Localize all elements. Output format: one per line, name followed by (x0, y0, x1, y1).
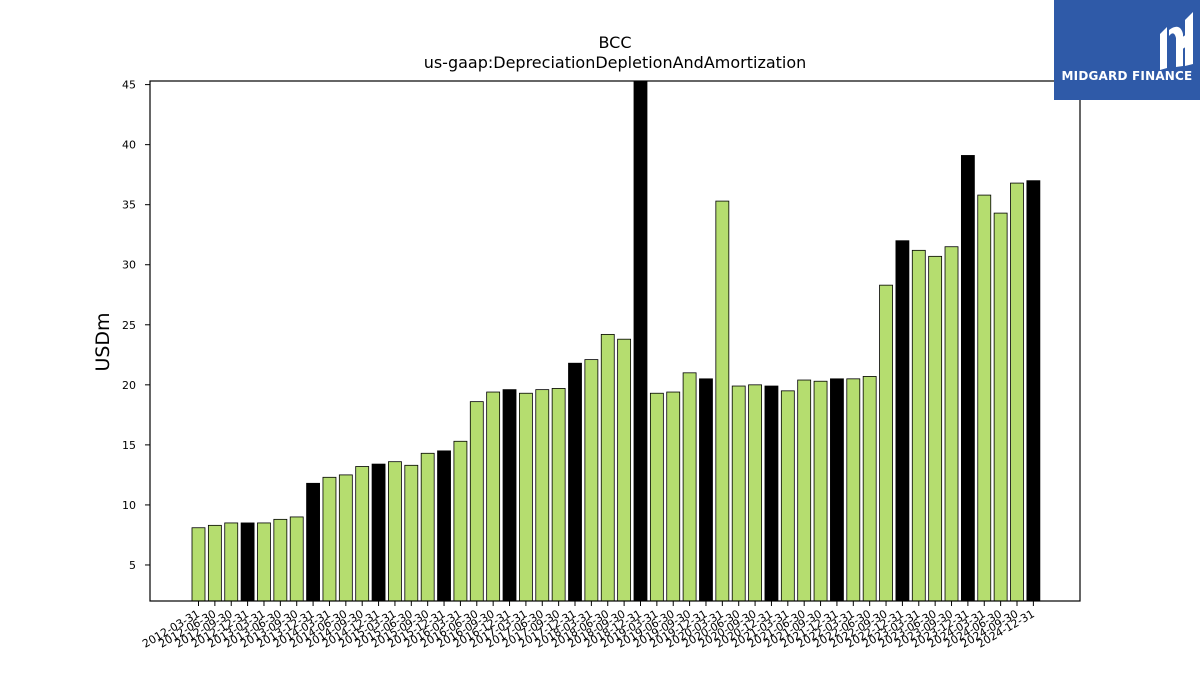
bar-2013-03-31 (257, 522, 271, 602)
bar-2012-09-30 (224, 522, 239, 602)
chart-title: BCC (598, 33, 631, 52)
bar-2023-09-30 (944, 246, 959, 602)
bar-2015-09-30 (420, 452, 435, 602)
bar-2023-03-31 (911, 249, 926, 602)
bar-2018-12-31 (633, 80, 648, 602)
y-axis-ticks: 5 10 15 20 25 30 35 40 45 (122, 79, 150, 572)
bar-2021-09-30 (813, 380, 828, 602)
midgard-logo-icon (1160, 12, 1193, 70)
chart-subtitle: us-gaap:DepreciationDepletionAndAmortiza… (424, 53, 807, 72)
bar-2019-12-31 (699, 378, 713, 602)
bar-2020-06-30 (731, 385, 746, 602)
bar-2015-06-30 (404, 464, 419, 602)
bar-2024-03-31 (977, 194, 992, 602)
x-axis-ticks: 2012-03-312012-06-302012-09-302012-12-31… (140, 601, 1037, 651)
bar-2013-06-30 (273, 518, 288, 602)
y-tick-label: 35 (122, 199, 136, 212)
bar-2024-09-30 (1010, 182, 1024, 602)
bar-2020-03-31 (715, 200, 730, 602)
bar-2013-12-31 (306, 482, 320, 602)
plot-frame (149, 80, 1081, 602)
bar-2017-12-31 (568, 362, 582, 602)
bar-2019-03-31 (649, 392, 664, 602)
bar-2017-06-30 (535, 389, 550, 602)
bar-2012-12-31 (240, 522, 255, 602)
bar-2017-03-31 (519, 392, 533, 602)
y-tick-label: 20 (122, 379, 136, 392)
bar-2022-09-30 (879, 284, 893, 602)
y-tick-label: 30 (122, 259, 136, 272)
y-tick-label: 15 (122, 439, 136, 452)
y-axis-label: USDm (92, 312, 114, 371)
bar-2014-06-30 (338, 474, 353, 602)
bar-2015-03-31 (388, 461, 402, 602)
bar-2018-06-30 (600, 333, 615, 602)
bar-2018-03-31 (584, 359, 599, 602)
bar-2023-06-30 (928, 255, 943, 602)
bar-2012-03-31 (191, 527, 206, 602)
bar-2021-06-30 (797, 379, 812, 602)
brand-name: MIDGARD FINANCE (1061, 69, 1193, 83)
bar-2016-12-31 (502, 389, 517, 602)
brand-logo: MIDGARD FINANCE (1054, 0, 1200, 100)
bar-2022-06-30 (862, 376, 877, 602)
y-tick-label: 5 (129, 559, 136, 572)
bar-2016-06-30 (469, 401, 484, 602)
bar-2017-09-30 (551, 388, 566, 602)
bar-2016-09-30 (486, 391, 501, 602)
bar-2014-03-31 (322, 476, 337, 602)
bar-2019-06-30 (666, 391, 681, 602)
bar-2014-12-31 (371, 463, 386, 602)
y-tick-label: 40 (122, 139, 136, 152)
bar-2021-12-31 (830, 378, 844, 602)
bar-2020-09-30 (748, 384, 762, 602)
bar-2019-09-30 (682, 372, 697, 602)
bar-2022-03-31 (846, 378, 861, 602)
bar-2020-12-31 (764, 385, 779, 602)
y-tick-label: 45 (122, 79, 136, 92)
bar-2024-06-30 (993, 212, 1008, 602)
bar-2014-09-30 (355, 466, 370, 602)
bar-2023-12-31 (960, 155, 975, 602)
bar-2012-06-30 (207, 524, 222, 602)
bar-2022-12-31 (895, 240, 910, 602)
y-tick-label: 25 (122, 319, 136, 332)
bar-2013-09-30 (289, 516, 304, 602)
bars-group (191, 80, 1041, 602)
y-tick-label: 10 (122, 499, 136, 512)
bar-2016-03-31 (453, 440, 468, 602)
bar-2024-12-31 (1026, 180, 1041, 602)
bar-2021-03-31 (780, 390, 795, 602)
bar-2018-09-30 (617, 338, 632, 602)
bar-2015-12-31 (437, 450, 451, 602)
